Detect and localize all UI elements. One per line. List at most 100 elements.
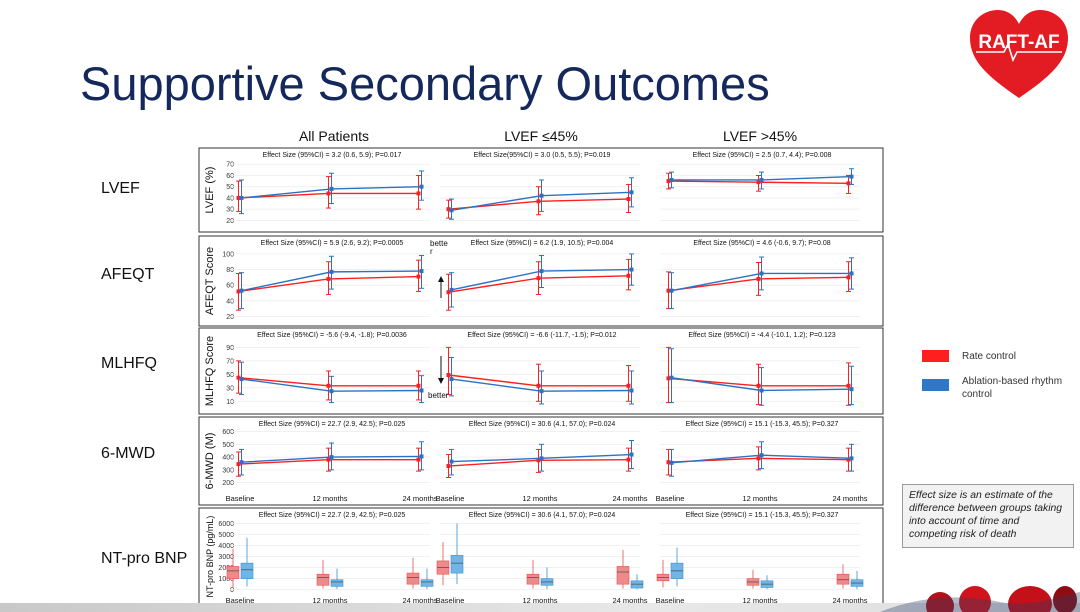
rate-box — [616, 566, 630, 585]
ablation-point — [629, 388, 634, 393]
raft-af-logo: RAFT-AF — [960, 2, 1078, 102]
x-tick-label: 24 months — [832, 596, 867, 605]
row-label: 6-MWD — [101, 445, 155, 462]
ablation-point — [449, 208, 454, 213]
ablation-box — [420, 579, 434, 587]
legend-swatch-ablation — [922, 379, 949, 391]
ablation-point — [329, 269, 334, 274]
column-header: All Patients — [299, 128, 369, 144]
rate-point — [446, 207, 451, 212]
row-label: LVEF — [101, 180, 140, 197]
rate-point — [666, 376, 671, 381]
ablation-point — [329, 389, 334, 394]
rate-point — [536, 276, 541, 281]
rate-point — [846, 457, 851, 462]
y-axis-label: MLHFQ Score — [204, 336, 216, 406]
ablation-point — [759, 453, 764, 458]
rate-point — [326, 457, 331, 462]
rate-point — [446, 290, 451, 295]
ablation-point — [669, 460, 674, 465]
y-tick-label: 2000 — [218, 565, 234, 572]
rate-point — [756, 456, 761, 461]
y-tick-label: 100 — [222, 251, 234, 258]
ablation-point — [669, 288, 674, 293]
rate-point — [236, 289, 241, 294]
x-tick-label: 24 months — [402, 494, 437, 503]
rate-box — [226, 566, 240, 579]
x-tick-label: 12 months — [742, 596, 777, 605]
y-tick-label: 10 — [226, 399, 234, 406]
ablation-point — [239, 195, 244, 200]
x-tick-label: 12 months — [522, 494, 557, 503]
effect-size-label: Effect Size (95%CI) = 22.7 (2.9, 42.5); … — [259, 512, 406, 519]
legend-swatch-rate — [922, 350, 949, 362]
legend-label-ablation: Ablation-based rhythm control — [962, 376, 1063, 400]
x-tick-label: Baseline — [436, 494, 465, 503]
y-tick-label: 0 — [230, 587, 234, 594]
x-tick-label: 24 months — [832, 494, 867, 503]
x-tick-label: 12 months — [312, 494, 347, 503]
rate-point — [536, 199, 541, 204]
ablation-point — [329, 186, 334, 191]
y-tick-label: 90 — [226, 345, 234, 352]
x-tick-label: 12 months — [742, 494, 777, 503]
y-tick-label: 30 — [226, 385, 234, 392]
up-arrow-head-icon — [438, 276, 444, 282]
y-axis-label: 6-MWD (M) — [204, 433, 216, 490]
y-tick-label: 3000 — [218, 554, 234, 561]
y-tick-label: 1000 — [218, 576, 234, 583]
x-tick-label: Baseline — [226, 596, 255, 605]
ablation-point — [419, 184, 424, 189]
rate-point — [666, 460, 671, 465]
footer-strip — [0, 603, 1080, 612]
y-axis-label: AFEQT Score — [204, 247, 216, 315]
down-arrow-head-icon — [438, 378, 444, 384]
rate-point — [626, 273, 631, 278]
rate-box — [526, 573, 540, 585]
y-tick-label: 5000 — [218, 532, 234, 539]
rate-point — [846, 181, 851, 186]
rate-point — [416, 383, 421, 388]
y-tick-label: 70 — [226, 358, 234, 365]
ablation-point — [629, 267, 634, 272]
ablation-point — [419, 454, 424, 459]
svg-text:RAFT-AF: RAFT-AF — [978, 32, 1059, 53]
y-tick-label: 4000 — [218, 543, 234, 550]
ablation-point — [239, 460, 244, 465]
y-tick-label: 200 — [222, 480, 234, 487]
effect-size-label: Effect Size (95%CI) = 5.9 (2.6, 9.2); P=… — [261, 240, 404, 247]
ablation-point — [449, 377, 454, 382]
rate-point — [236, 375, 241, 380]
y-tick-label: 20 — [226, 314, 234, 321]
y-tick-label: 70 — [226, 162, 234, 169]
better-label: r — [430, 247, 433, 256]
column-header: LVEF ≤45% — [504, 128, 578, 144]
ablation-point — [449, 459, 454, 464]
x-tick-label: Baseline — [436, 596, 465, 605]
rate-point — [756, 276, 761, 281]
y-tick-label: 40 — [226, 195, 234, 202]
rate-box — [316, 573, 330, 586]
rate-point — [756, 383, 761, 388]
ablation-point — [849, 174, 854, 179]
ablation-point — [419, 388, 424, 393]
ablation-point — [419, 269, 424, 274]
legend-label-rate: Rate control — [962, 351, 1016, 362]
ablation-box — [240, 562, 254, 579]
x-tick-label: 24 months — [612, 494, 647, 503]
ablation-point — [849, 456, 854, 461]
x-tick-label: 24 months — [402, 596, 437, 605]
ablation-box — [330, 579, 344, 587]
rate-point — [446, 464, 451, 469]
y-tick-label: 300 — [222, 467, 234, 474]
rate-point — [536, 383, 541, 388]
effect-size-label: Effect Size (95%CI) = 3.2 (0.6, 5.9); P=… — [263, 152, 402, 159]
rate-point — [626, 197, 631, 202]
y-tick-label: 50 — [226, 372, 234, 379]
decorative-image — [880, 586, 1080, 612]
x-tick-label: 24 months — [612, 596, 647, 605]
rate-point — [326, 276, 331, 281]
column-header: LVEF >45% — [723, 128, 797, 144]
y-tick-label: 80 — [226, 267, 234, 274]
